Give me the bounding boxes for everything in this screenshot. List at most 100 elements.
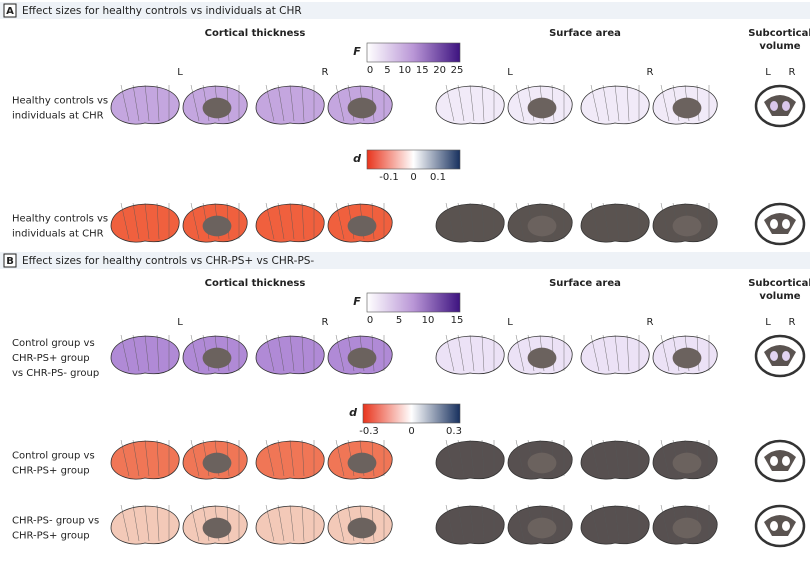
hemisphere-label: L	[177, 67, 183, 78]
hemisphere-label: R	[322, 67, 329, 78]
brain-region-line	[277, 439, 285, 477]
brain-region-line	[457, 84, 465, 122]
panel-banner	[0, 252, 810, 269]
brain-region-line	[626, 202, 630, 240]
colorbar-tick-label: 5	[396, 315, 402, 326]
brain-region-line	[660, 504, 670, 542]
row-label: vs CHR-PS- group	[12, 368, 99, 379]
brain-region-line	[144, 504, 150, 542]
panel-letter: B	[6, 256, 14, 267]
column-header: Surface area	[549, 278, 621, 289]
scale-symbol: F	[353, 45, 361, 58]
subcortical-gray	[764, 515, 796, 536]
brain-medial-wall	[202, 452, 232, 474]
colorbar-tick-label: 0	[367, 65, 373, 76]
brain-region-line	[469, 504, 475, 542]
brain-region-line	[481, 84, 485, 122]
brain-region-line	[660, 334, 670, 372]
brain-view	[435, 203, 505, 243]
row-label: Healthy controls vs	[12, 96, 108, 107]
brain-region-line	[190, 334, 200, 372]
brain-region-line	[660, 84, 670, 122]
hemisphere-label: L	[177, 317, 183, 328]
colorbar-tick-label: 10	[398, 65, 411, 76]
brain-view	[110, 335, 180, 375]
colorbar	[366, 42, 461, 63]
colorbar	[366, 149, 461, 170]
brain-region-line	[660, 202, 670, 240]
brain-region-line	[335, 439, 345, 477]
brain-view	[435, 335, 505, 375]
brain-region-line	[120, 84, 130, 122]
brain-region-line	[144, 334, 150, 372]
colorbar	[362, 403, 461, 424]
colorbar-tick-label: 0.1	[430, 172, 446, 183]
column-header: volume	[759, 291, 800, 302]
brain-region-line	[335, 202, 345, 240]
brain-region-line	[614, 504, 620, 542]
brain-medial-wall	[527, 517, 557, 539]
brain-region-line	[445, 504, 455, 542]
brain-region-line	[190, 504, 200, 542]
panel-title: Effect sizes for healthy controls vs CHR…	[22, 255, 314, 267]
brain-region-line	[190, 202, 200, 240]
column-header: Surface area	[549, 28, 621, 39]
brain-region-line	[614, 202, 620, 240]
panel-letter-box	[3, 3, 17, 18]
row-label: CHR-PS- group vs	[12, 516, 99, 527]
row-label: Control group vs	[12, 451, 95, 462]
brain-region-line	[481, 504, 485, 542]
brain-view	[580, 440, 650, 480]
brain-region-line	[144, 202, 150, 240]
brain-region-line	[445, 439, 455, 477]
brain-medial-wall	[347, 347, 377, 369]
brain-region-line	[660, 439, 670, 477]
brain-medial-wall	[202, 517, 232, 539]
colorbar-tick-label: 0	[408, 426, 414, 437]
brain-medial-wall	[672, 347, 702, 369]
brain-region-line	[481, 202, 485, 240]
brain-view	[435, 85, 505, 125]
row-label: Control group vs	[12, 338, 95, 349]
colorbar-tick-label: 0	[410, 172, 416, 183]
brain-region-line	[156, 504, 160, 542]
brain-region-line	[335, 84, 345, 122]
subcortical-region	[782, 351, 790, 361]
brain-region-line	[481, 439, 485, 477]
brain-region-line	[515, 439, 525, 477]
brain-region-line	[626, 504, 630, 542]
hemisphere-label: R	[789, 67, 796, 78]
row-label: individuals at CHR	[12, 229, 104, 240]
scale-symbol: F	[353, 295, 361, 308]
brain-view	[580, 335, 650, 375]
brain-region-line	[457, 504, 465, 542]
brain-region-line	[156, 334, 160, 372]
brain-region-line	[457, 334, 465, 372]
brain-view	[255, 85, 325, 125]
brain-medial-wall	[672, 97, 702, 119]
brain-region-line	[156, 84, 160, 122]
brain-region-line	[626, 84, 630, 122]
brain-region-line	[590, 84, 600, 122]
brain-region-line	[277, 504, 285, 542]
subcortical-region	[782, 456, 790, 466]
brain-region-line	[132, 202, 140, 240]
brain-region-line	[120, 202, 130, 240]
brain-region-line	[289, 84, 295, 122]
subcortical-gray	[764, 95, 796, 116]
brain-region-line	[614, 439, 620, 477]
brain-region-line	[156, 439, 160, 477]
brain-medial-wall	[347, 452, 377, 474]
brain-medial-wall	[202, 97, 232, 119]
column-header: Cortical thickness	[205, 278, 306, 289]
hemisphere-label: R	[647, 67, 654, 78]
hemisphere-label: R	[322, 317, 329, 328]
hemisphere-label: R	[789, 317, 796, 328]
brain-medial-wall	[527, 452, 557, 474]
brain-region-line	[277, 202, 285, 240]
brain-medial-wall	[202, 215, 232, 237]
brain-region-line	[289, 334, 295, 372]
brain-region-line	[277, 334, 285, 372]
hemisphere-label: L	[507, 67, 513, 78]
brain-view	[580, 203, 650, 243]
